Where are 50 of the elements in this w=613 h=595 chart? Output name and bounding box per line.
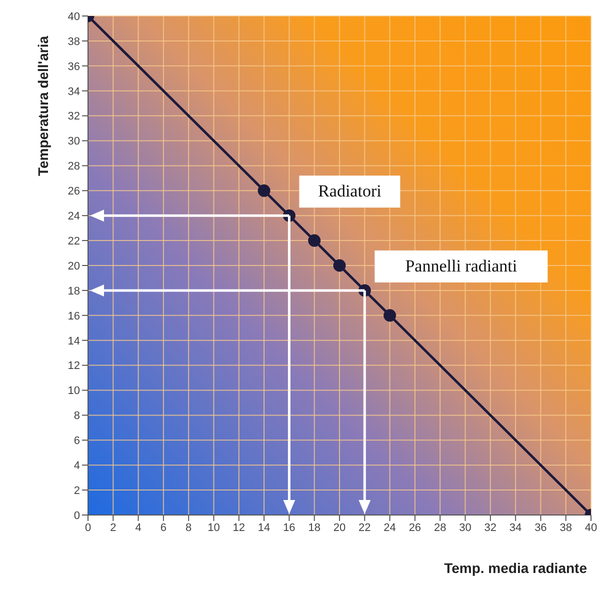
y-tick-label: 24 [68, 210, 80, 223]
y-tick-label: 32 [68, 110, 80, 123]
annotation: Pannelli radianti [405, 256, 518, 276]
x-tick-label: 32 [484, 522, 497, 534]
y-tick-label: 26 [68, 186, 80, 198]
y-tick-label: 36 [68, 60, 80, 73]
point [333, 259, 346, 272]
x-tick-label: 28 [434, 522, 446, 534]
x-tick-label: 18 [308, 522, 320, 534]
y-tick-label: 4 [74, 460, 80, 472]
point [308, 234, 321, 247]
x-tick-label: 4 [135, 522, 142, 534]
x-tick-label: 2 [110, 522, 116, 534]
x-tick-label: 30 [459, 522, 472, 534]
x-tick-label: 36 [534, 522, 547, 534]
x-tick-label: 6 [160, 522, 167, 534]
y-tick-label: 16 [68, 310, 80, 322]
y-tick-label: 12 [68, 360, 80, 372]
y-tick-label: 40 [68, 10, 80, 23]
x-tick-label: 8 [186, 522, 192, 534]
y-tick-label: 2 [74, 484, 80, 497]
y-tick-label: 20 [68, 260, 80, 272]
x-tick-label: 40 [584, 522, 598, 534]
x-tick-label: 38 [560, 522, 572, 534]
y-tick-label: 38 [68, 36, 80, 48]
x-tick-label: 20 [333, 522, 346, 534]
x-tick-label: 0 [84, 522, 92, 534]
y-tick-label: 34 [68, 86, 80, 98]
x-tick-label: 22 [358, 522, 371, 534]
point [258, 184, 270, 197]
y-axis-title: Temperatura dell'aria [34, 36, 51, 176]
y-tick-label: 22 [68, 235, 80, 248]
x-tick-label: 16 [283, 522, 296, 534]
y-tick-label: 30 [68, 136, 80, 148]
point [384, 309, 396, 322]
y-tick-label: 6 [74, 435, 80, 448]
x-tick-label: 10 [208, 522, 220, 534]
y-tick-label: 28 [68, 160, 80, 173]
x-tick-label: 24 [384, 522, 396, 534]
x-tick-label: 14 [258, 522, 270, 534]
y-tick-label: 8 [74, 410, 80, 422]
x-tick-label: 12 [232, 522, 246, 534]
y-tick-label: 10 [68, 385, 80, 398]
y-tick-label: 18 [68, 285, 80, 298]
y-tick-label: 14 [68, 335, 80, 348]
x-tick-label: 26 [408, 522, 422, 534]
y-tick-label: 0 [74, 510, 80, 522]
annotation: Radiatori [318, 182, 382, 201]
x-axis-title: Temp. media radiante [444, 560, 588, 576]
x-tick-label: 34 [509, 522, 522, 534]
